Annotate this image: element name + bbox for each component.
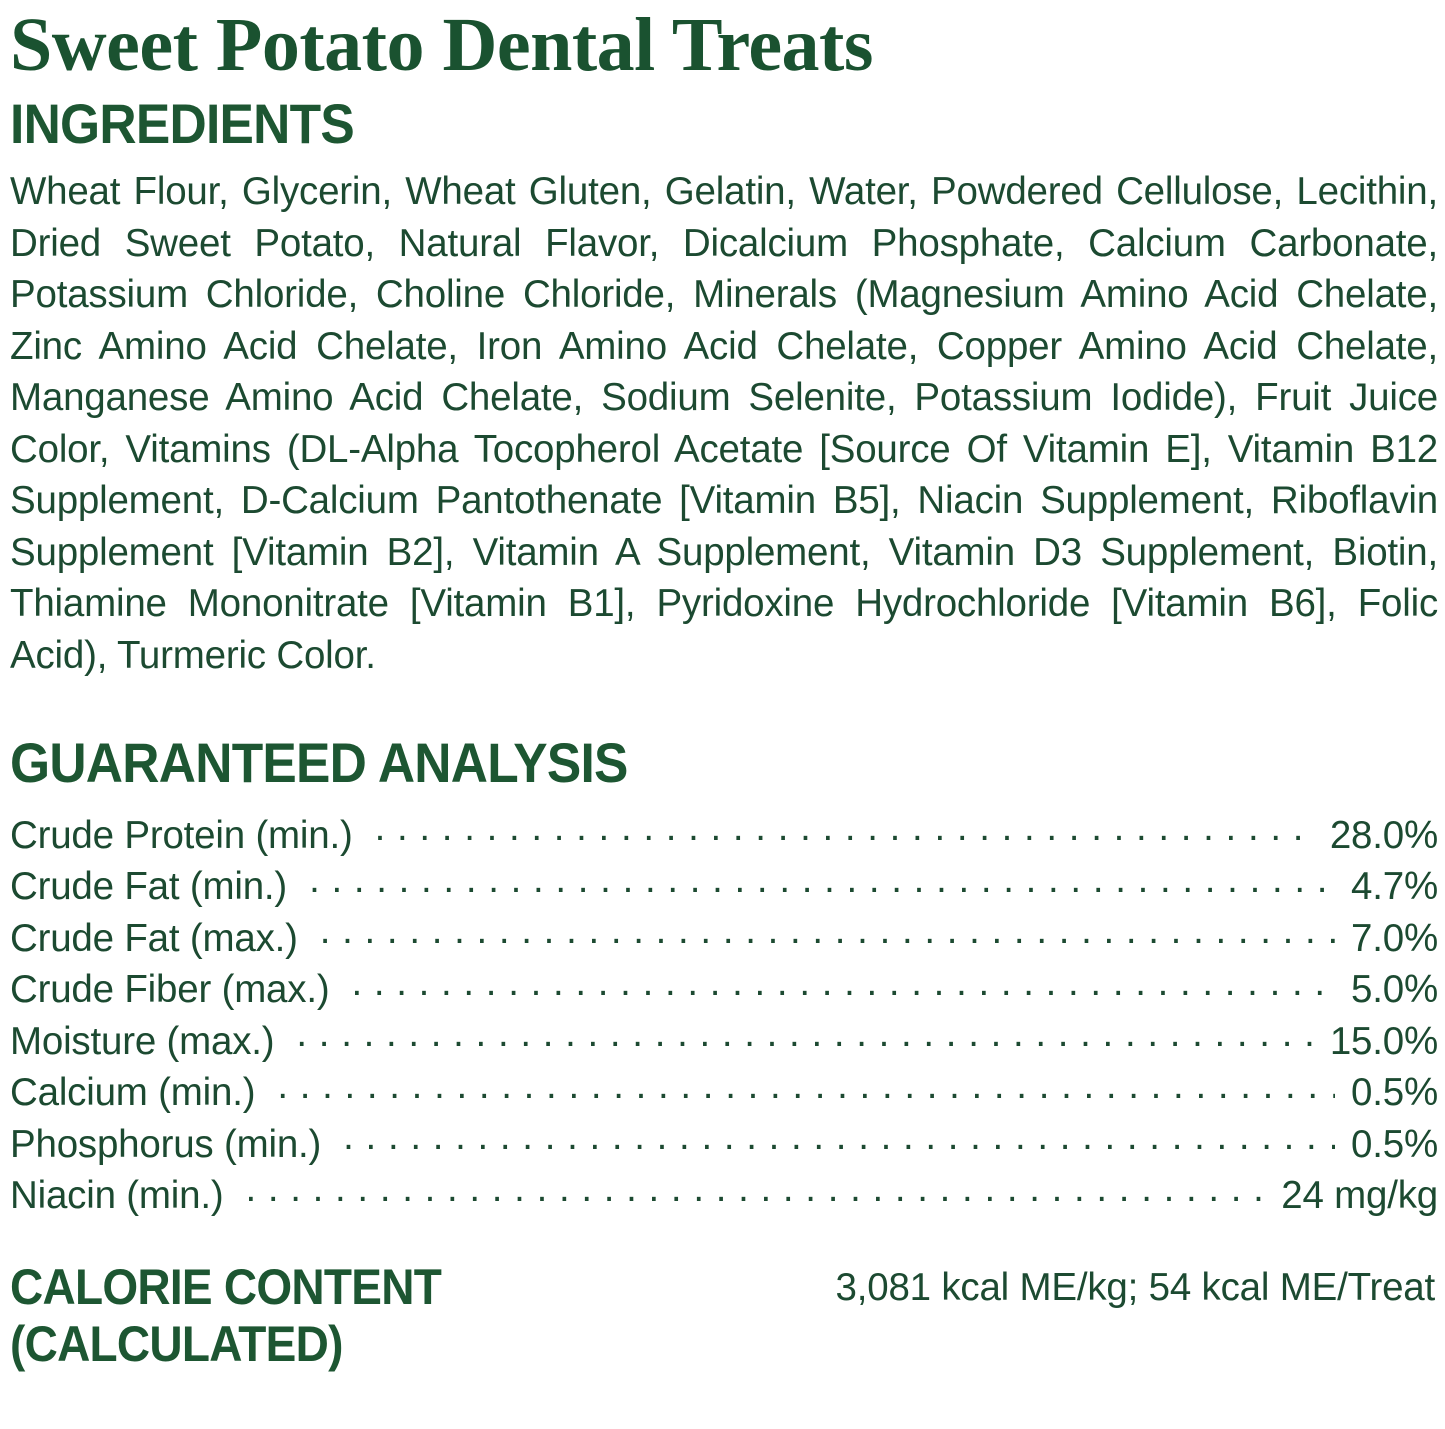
nutrient-label: Moisture (max.)	[10, 1019, 275, 1063]
nutrient-label: Crude Fat (max.)	[10, 916, 298, 960]
dot-leader	[375, 809, 1314, 848]
table-row: Crude Fat (max.) 7.0%	[10, 912, 1438, 964]
nutrient-label: Crude Fat (min.)	[10, 865, 288, 908]
nutrient-value: 7.0%	[1351, 916, 1438, 960]
nutrient-value: 0.5%	[1351, 1071, 1438, 1114]
dot-leader	[277, 1067, 1335, 1106]
dot-leader	[343, 1118, 1335, 1157]
nutrient-value: 28.0%	[1329, 813, 1438, 857]
guaranteed-analysis-heading: GUARANTEED ANALYSIS	[10, 731, 628, 794]
table-row: Crude Fat (min.) 4.7%	[10, 861, 1438, 913]
nutrient-value: 15.0%	[1329, 1019, 1438, 1063]
nutrient-label: Calcium (min.)	[10, 1071, 256, 1114]
calorie-content-heading-line1: CALORIE CONTENT	[10, 1259, 442, 1315]
ingredients-heading: INGREDIENTS	[10, 92, 355, 155]
dot-leader	[296, 1015, 1313, 1054]
calorie-content-heading-line2: (CALCULATED)	[10, 1316, 343, 1372]
calorie-heading-block: CALORIE CONTENT (CALCULATED)	[10, 1259, 770, 1373]
dot-leader	[351, 964, 1335, 1003]
calorie-content-value: 3,081 kcal ME/kg; 54 kcal ME/Treat	[835, 1266, 1436, 1309]
guaranteed-analysis-table: Crude Protein (min.) 28.0% Crude Fat (mi…	[10, 809, 1438, 1221]
ingredients-text: Wheat Flour, Glycerin, Wheat Gluten, Gel…	[10, 170, 1438, 677]
product-title: Sweet Potato Dental Treats	[10, 3, 873, 87]
dot-leader	[320, 912, 1335, 951]
ingredients-section: INGREDIENTS Wheat Flour, Glycerin, Wheat…	[10, 92, 1438, 681]
table-row: Crude Fiber (max.) 5.0%	[10, 964, 1438, 1016]
guaranteed-analysis-section: GUARANTEED ANALYSIS Crude Protein (min.)…	[10, 731, 1438, 1221]
nutrient-value: 4.7%	[1351, 865, 1438, 908]
nutrient-label: Crude Fiber (max.)	[10, 968, 330, 1011]
nutrient-value: 0.5%	[1351, 1122, 1438, 1166]
nutrient-label: Phosphorus (min.)	[10, 1122, 322, 1166]
nutrient-label: Niacin (min.)	[10, 1174, 224, 1217]
nutrient-value: 5.0%	[1351, 968, 1438, 1011]
dot-leader	[245, 1170, 1265, 1209]
table-row: Niacin (min.) 24 mg/kg	[10, 1170, 1438, 1222]
nutrient-value: 24 mg/kg	[1281, 1174, 1438, 1217]
table-row: Moisture (max.) 15.0%	[10, 1015, 1438, 1067]
table-row: Phosphorus (min.) 0.5%	[10, 1118, 1438, 1170]
calorie-content-section: CALORIE CONTENT (CALCULATED) 3,081 kcal …	[10, 1259, 1437, 1373]
table-row: Crude Protein (min.) 28.0%	[10, 809, 1438, 861]
nutrient-label: Crude Protein (min.)	[10, 813, 353, 857]
table-row: Calcium (min.) 0.5%	[10, 1067, 1438, 1119]
dot-leader	[309, 861, 1335, 900]
